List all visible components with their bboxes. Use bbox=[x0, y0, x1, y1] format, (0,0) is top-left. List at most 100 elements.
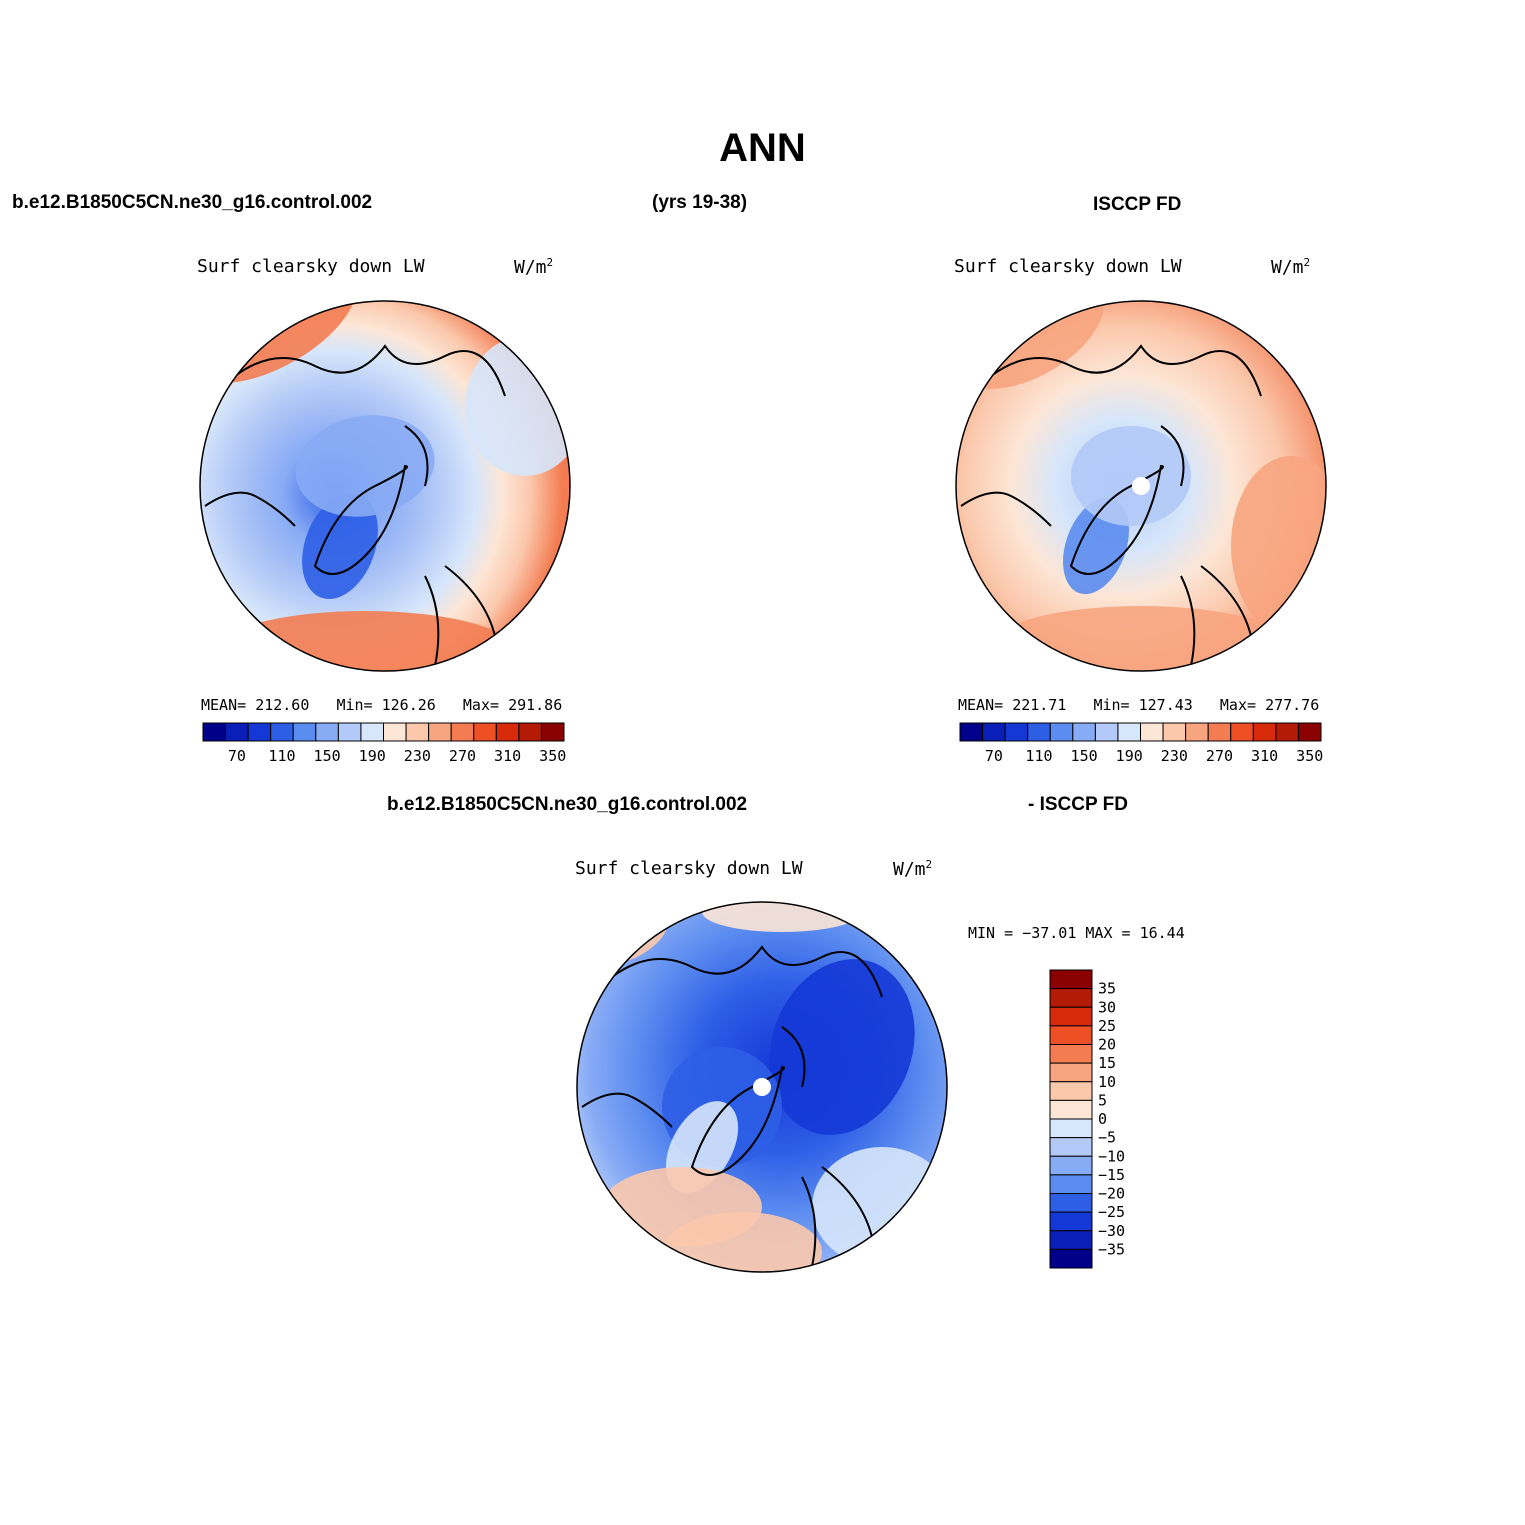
panel3-colorbar-swatch-13 bbox=[1049, 1211, 1093, 1232]
panel2-colorbar-swatch-10 bbox=[1185, 722, 1209, 742]
panel2-contour-4 bbox=[1231, 456, 1326, 636]
panel2-colorbar-swatch-8 bbox=[1140, 722, 1164, 742]
panel1-colorbar-swatch-8 bbox=[383, 722, 407, 742]
panel2-stats: MEAN= 221.71 Min= 127.43 Max= 277.76 bbox=[958, 696, 1320, 714]
panel1-disc-outline bbox=[199, 300, 571, 672]
panel2-contour-3 bbox=[991, 606, 1291, 671]
panel1-colorbar-swatch-11 bbox=[450, 722, 475, 742]
panel3-colorbar-swatch-2 bbox=[1049, 1006, 1093, 1027]
panel2-colorbar-tick-label-7: 350 bbox=[1296, 747, 1323, 765]
panel3-minmax: MIN = −37.01 MAX = 16.44 bbox=[968, 924, 1185, 942]
panel1-colorbar-tick-label-5: 270 bbox=[449, 747, 476, 765]
panel2-colorbar-swatch-0 bbox=[959, 722, 984, 742]
panel1-colorbar-tick-label-1: 110 bbox=[268, 747, 295, 765]
panel2-colorbar-swatch-14 bbox=[1275, 722, 1299, 742]
panel2-units-label: W/m2 bbox=[1271, 256, 1311, 278]
panel1-colorbar-tick-label-7: 350 bbox=[539, 747, 566, 765]
panel1-units-label: W/m2 bbox=[514, 256, 554, 278]
top-years-label: (yrs 19-38) bbox=[652, 192, 748, 213]
panel1-colorbar-swatch-6 bbox=[337, 722, 362, 742]
panel3-contour-0 bbox=[769, 959, 915, 1135]
panel1-colorbar-swatch-1 bbox=[225, 722, 249, 742]
panel2-colorbar-swatch-11 bbox=[1207, 722, 1232, 742]
panel2-map bbox=[955, 300, 1327, 672]
figure-title: ANN bbox=[719, 126, 806, 170]
panel2-pole-mask bbox=[1132, 477, 1150, 495]
panel3-colorbar-swatch-12 bbox=[1049, 1193, 1093, 1213]
panel3-map bbox=[576, 901, 948, 1273]
bottom-suffix-label: - ISCCP FD bbox=[1028, 794, 1128, 815]
bottom-case-label: b.e12.B1850C5CN.ne30_g16.control.002 bbox=[387, 794, 748, 815]
panel3-colorbar-swatch-8 bbox=[1049, 1118, 1093, 1139]
panel3-units-label: W/m2 bbox=[893, 858, 933, 880]
panel1-colorbar-swatch-5 bbox=[315, 722, 339, 742]
panel2-coastlines bbox=[960, 344, 1262, 667]
panel1-colorbar-tick-label-6: 310 bbox=[494, 747, 521, 765]
panel3-variable-label: Surf clearsky down LW bbox=[575, 858, 803, 879]
panel2-colorbar-swatch-7 bbox=[1117, 722, 1141, 742]
panel3-colorbar-swatch-11 bbox=[1049, 1174, 1093, 1194]
panel3-contour-4 bbox=[662, 1212, 822, 1272]
panel1-colorbar-swatch-12 bbox=[473, 722, 497, 742]
panel2-disc-outline bbox=[955, 300, 1327, 672]
panel2-colorbar-swatch-13 bbox=[1252, 722, 1277, 742]
panel3-colorbar-swatch-3 bbox=[1049, 1025, 1093, 1045]
panel1-colorbar-tick-label-2: 150 bbox=[314, 747, 341, 765]
panel2-colorbar-swatch-2 bbox=[1004, 722, 1029, 742]
panel3-colorbar-tick-label-7: 0 bbox=[1098, 1110, 1107, 1128]
panel3-contour-7 bbox=[702, 902, 862, 932]
panel3-colorbar-swatch-10 bbox=[1049, 1155, 1093, 1176]
panel1-colorbar-swatch-4 bbox=[292, 722, 317, 742]
panel3-pole-mask bbox=[753, 1078, 771, 1096]
panel3-colorbar-tick-label-14: −35 bbox=[1098, 1240, 1125, 1258]
panel3-colorbar-swatch-9 bbox=[1049, 1137, 1093, 1157]
panel1-colorbar-swatch-3 bbox=[270, 722, 294, 742]
panel2-colorbar-tick-label-6: 310 bbox=[1251, 747, 1278, 765]
panel2-colorbar-tick-label-0: 70 bbox=[985, 747, 1003, 765]
panel3-colorbar-tick-label-11: −20 bbox=[1098, 1185, 1125, 1203]
panel1-colorbar-swatch-13 bbox=[495, 722, 520, 742]
panel3-colorbar-tick-label-10: −15 bbox=[1098, 1166, 1125, 1184]
panel1-colorbar-swatch-14 bbox=[518, 722, 542, 742]
panel3-colorbar-swatch-1 bbox=[1049, 988, 1093, 1008]
panel3-disc-outline bbox=[576, 901, 948, 1273]
panel2-colorbar-swatch-5 bbox=[1072, 722, 1096, 742]
panel2-colorbar-swatch-9 bbox=[1162, 722, 1187, 742]
panel3-colorbar-swatch-0 bbox=[1049, 969, 1093, 990]
panel3-colorbar-swatch-6 bbox=[1049, 1081, 1093, 1101]
panel2-contour-1 bbox=[1071, 426, 1191, 526]
panel1-colorbar-tick-label-0: 70 bbox=[228, 747, 246, 765]
panel1-colorbar-swatch-7 bbox=[360, 722, 384, 742]
panel2-colorbar-tick-label-3: 190 bbox=[1116, 747, 1143, 765]
panel3-colorbar-tick-label-3: 20 bbox=[1098, 1036, 1116, 1054]
panel3-colorbar-swatch-5 bbox=[1049, 1062, 1093, 1083]
top-left-case-label: b.e12.B1850C5CN.ne30_g16.control.002 bbox=[12, 192, 373, 213]
panel2-colorbar-tick-label-1: 110 bbox=[1025, 747, 1052, 765]
panel2-colorbar-tick-label-5: 270 bbox=[1206, 747, 1233, 765]
panel3-colorbar-tick-label-13: −30 bbox=[1098, 1222, 1125, 1240]
panel1-colorbar-tick-label-4: 230 bbox=[404, 747, 431, 765]
panel1-colorbar-swatch-15 bbox=[540, 722, 565, 742]
panel2-colorbar-tick-label-2: 150 bbox=[1071, 747, 1098, 765]
panel3-colorbar-tick-label-6: 5 bbox=[1098, 1091, 1107, 1109]
panel3-colorbar-tick-label-4: 15 bbox=[1098, 1054, 1116, 1072]
panel1-colorbar-swatch-2 bbox=[247, 722, 272, 742]
panel3-colorbar-swatch-4 bbox=[1049, 1044, 1093, 1064]
panel2-colorbar-swatch-3 bbox=[1027, 722, 1051, 742]
panel3-colorbar-swatch-7 bbox=[1049, 1099, 1093, 1120]
panel2-variable-label: Surf clearsky down LW bbox=[954, 256, 1182, 277]
panel2-colorbar-swatch-12 bbox=[1230, 722, 1254, 742]
panel3-contour-5 bbox=[812, 1147, 947, 1267]
panel3-coastlines bbox=[581, 945, 883, 1268]
panel1-colorbar-swatch-9 bbox=[405, 722, 430, 742]
panel2-colorbar-swatch-1 bbox=[982, 722, 1006, 742]
panel1-contour-3 bbox=[215, 611, 515, 671]
panel3-colorbar-swatch-14 bbox=[1049, 1230, 1093, 1250]
panel1-colorbar-swatch-0 bbox=[202, 722, 227, 742]
panel1-coastlines bbox=[204, 344, 506, 667]
panel3-colorbar-tick-label-9: −10 bbox=[1098, 1147, 1125, 1165]
panel1-variable-label: Surf clearsky down LW bbox=[197, 256, 425, 277]
panel2-colorbar-swatch-4 bbox=[1049, 722, 1074, 742]
panel1-stats: MEAN= 212.60 Min= 126.26 Max= 291.86 bbox=[201, 696, 563, 714]
